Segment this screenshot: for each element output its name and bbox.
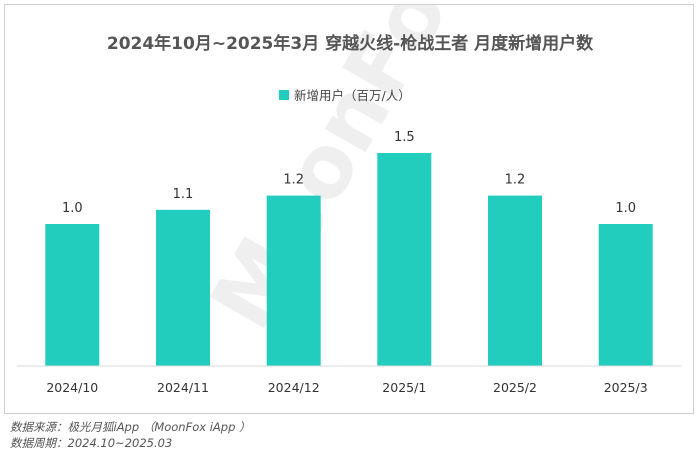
data-source-note: 数据来源：极光月狐iApp （MoonFox iApp ） [10,420,251,434]
x-tick-label-2025/3: 2025/3 [604,380,648,395]
bars-group: 1.0 1.1 1.2 1.5 1.2 1.0 [45,130,653,366]
bar-2025/1 [377,153,432,366]
x-tick-label-2025/2: 2025/2 [493,380,537,395]
bar-2025/2 [488,195,542,366]
value-label-2024/11: 1.1 [173,187,194,202]
value-label-2025/3: 1.0 [615,201,636,216]
legend-label: 新增用户（百万/人） [294,88,411,103]
data-period-note: 数据周期：2024.10~2025.03 [10,436,173,450]
watermark-text: MoonFox [192,5,496,346]
value-label-2024/10: 1.0 [62,201,83,216]
x-tick-label-2025/1: 2025/1 [382,380,426,395]
bar-chart: MoonFox 2024年10月~2025年3月 穿越火线-枪战王者 月度新增用… [17,5,681,395]
bar-2025/3 [598,224,653,366]
value-label-2024/12: 1.2 [283,173,304,188]
bar-2024/11 [156,209,210,366]
x-tick-label-2024/10: 2024/10 [46,380,98,395]
bar-2024/10 [45,224,100,366]
legend-swatch [279,90,289,100]
value-label-2025/2: 1.2 [505,173,526,188]
value-label-2025/1: 1.5 [394,130,415,145]
chart-frame: MoonFox 2024年10月~2025年3月 穿越火线-枪战王者 月度新增用… [4,4,694,414]
x-tick-label-2024/12: 2024/12 [268,380,320,395]
chart-title: 2024年10月~2025年3月 穿越火线-枪战王者 月度新增用户数 [107,33,594,54]
bar-2024/12 [266,195,321,366]
x-tick-label-2024/11: 2024/11 [157,380,209,395]
x-ticks-group: 2024/10 2024/11 2024/12 2025/1 2025/2 2025/3 [46,380,647,395]
